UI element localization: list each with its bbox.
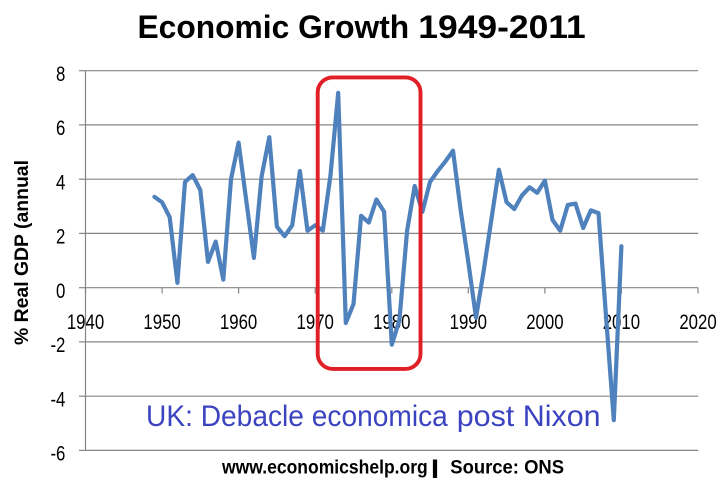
svg-text:1940: 1940	[67, 312, 104, 335]
svg-text:2: 2	[56, 226, 65, 249]
svg-text:1949-2011: 1949-2011	[418, 9, 585, 45]
svg-text:1950: 1950	[143, 312, 180, 335]
svg-text:6: 6	[56, 117, 65, 140]
svg-text:Source: ONS: Source: ONS	[450, 457, 564, 479]
svg-text:post Nixon: post Nixon	[457, 400, 601, 433]
svg-text:www.economicshelp.org: www.economicshelp.org	[221, 456, 428, 478]
svg-text:1960: 1960	[220, 312, 257, 335]
svg-text:-4: -4	[50, 389, 65, 412]
svg-text:2010: 2010	[603, 312, 640, 335]
svg-text:Economic Growth: Economic Growth	[138, 9, 410, 45]
svg-text:|: |	[430, 456, 439, 478]
svg-text:4: 4	[56, 172, 66, 195]
svg-text:1970: 1970	[297, 312, 334, 335]
svg-text:1990: 1990	[450, 312, 487, 335]
svg-text:8: 8	[56, 63, 65, 86]
svg-text:-2: -2	[50, 334, 65, 357]
svg-text:0: 0	[56, 280, 65, 303]
svg-text:% Real GDP (annual: % Real GDP (annual	[11, 160, 33, 345]
svg-text:2000: 2000	[526, 312, 563, 335]
svg-text:UK: Debacle economica: UK: Debacle economica	[146, 400, 449, 433]
svg-text:-6: -6	[50, 443, 65, 466]
svg-text:2020: 2020	[679, 312, 716, 335]
